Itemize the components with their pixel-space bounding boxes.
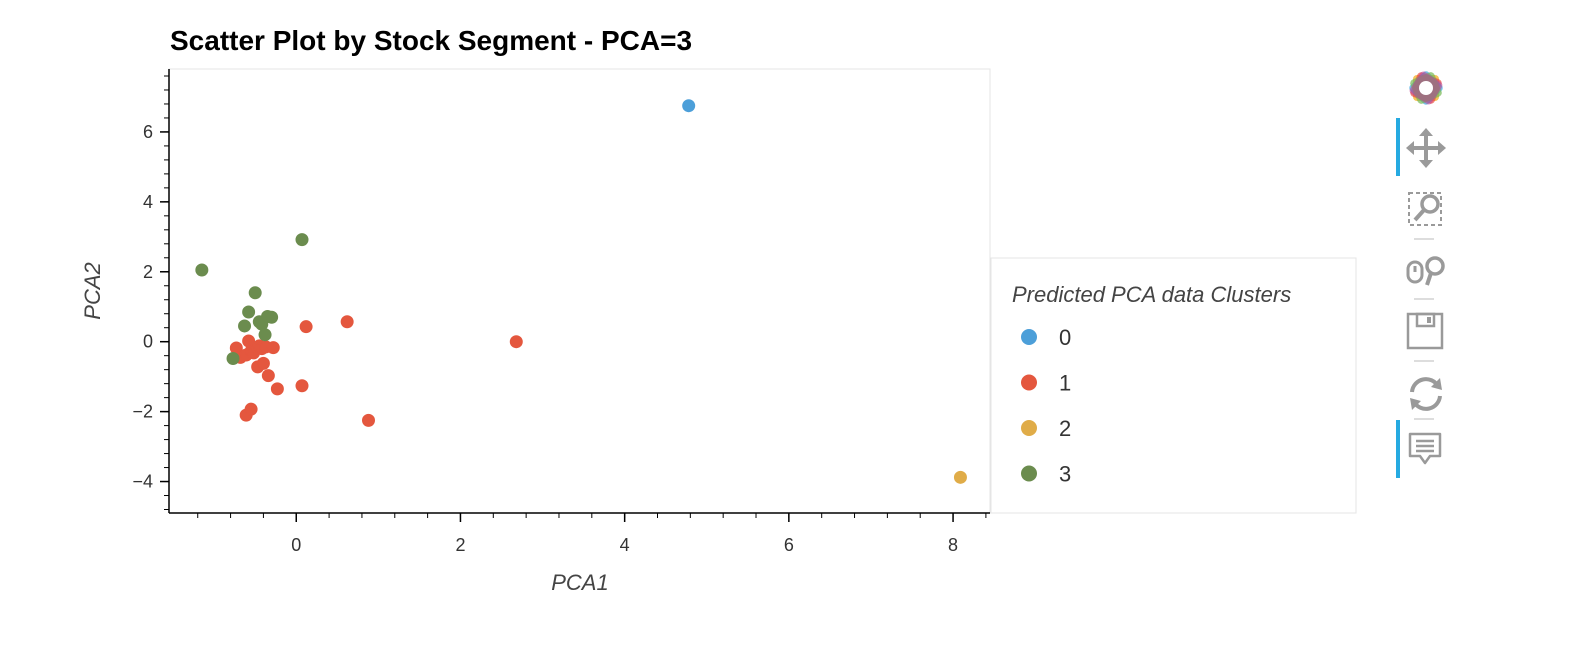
scatter-point-cluster-1[interactable]: [266, 341, 280, 355]
scatter-point-cluster-2[interactable]: [953, 470, 967, 484]
save-icon: [1406, 312, 1444, 350]
scatter-point-cluster-3[interactable]: [195, 263, 209, 277]
scatter-point-cluster-3[interactable]: [265, 310, 279, 324]
box-zoom-tool[interactable]: [1396, 180, 1456, 236]
x-tick-label: 2: [455, 535, 465, 555]
scatter-point-cluster-3[interactable]: [295, 233, 309, 247]
legend-swatch-3: [1021, 465, 1037, 482]
wheel-zoom-icon: [1406, 256, 1445, 286]
legend-box: [990, 257, 1357, 514]
x-axis-label: PCA1: [551, 570, 608, 595]
hover-icon: [1408, 432, 1442, 465]
chart-title: Scatter Plot by Stock Segment - PCA=3: [170, 25, 692, 56]
legend-label-1: 1: [1059, 371, 1071, 396]
box-zoom-icon: [1408, 192, 1442, 226]
move-icon: [1406, 128, 1446, 168]
x-tick-label: 8: [948, 535, 958, 555]
reset-tool[interactable]: [1396, 364, 1456, 420]
legend: Predicted PCA data Clusters 0 1 2 3: [990, 257, 1357, 514]
x-tick-label: 6: [784, 535, 794, 555]
y-axis-label: PCA2: [80, 262, 105, 319]
hover-tool[interactable]: [1396, 420, 1456, 478]
legend-items: 0 1 2 3: [1021, 325, 1071, 487]
legend-label-0: 0: [1059, 325, 1071, 350]
scatter-point-cluster-1[interactable]: [509, 335, 523, 349]
toolbar-separator: [1414, 360, 1434, 362]
toolbar-separator: [1414, 238, 1434, 240]
legend-label-3: 3: [1059, 462, 1071, 487]
bokeh-logo-icon[interactable]: [1404, 66, 1448, 110]
scatter-point-cluster-3[interactable]: [242, 305, 256, 319]
scatter-point-cluster-3[interactable]: [248, 286, 262, 300]
x-tick-label: 0: [291, 535, 301, 555]
scatter-point-cluster-1[interactable]: [340, 315, 354, 329]
scatter-point-cluster-3[interactable]: [258, 328, 272, 342]
scatter-point-cluster-3[interactable]: [226, 351, 240, 365]
toolbar-separator: [1414, 298, 1434, 300]
y-tick-label: 0: [143, 332, 153, 352]
scatter-point-cluster-1[interactable]: [256, 356, 270, 370]
scatter-point-cluster-1[interactable]: [270, 382, 284, 396]
data-points: [195, 99, 967, 484]
legend-swatch-1: [1021, 374, 1037, 391]
toolbar-separator: [1414, 418, 1434, 420]
legend-label-2: 2: [1059, 416, 1071, 441]
toolbar: [1396, 62, 1456, 492]
pan-tool[interactable]: [1396, 118, 1456, 176]
scatter-point-cluster-0[interactable]: [682, 99, 696, 113]
scatter-point-cluster-1[interactable]: [244, 402, 258, 416]
x-tick-label: 4: [620, 535, 630, 555]
scatter-point-cluster-1[interactable]: [295, 379, 309, 393]
legend-swatch-2: [1021, 420, 1037, 436]
scatter-point-cluster-1[interactable]: [261, 369, 275, 383]
y-tick-label: 2: [143, 262, 153, 282]
y-tick-label: 4: [143, 192, 153, 212]
axes: 0 2 4 6 8 −4 −2 0 2 4 6: [132, 69, 990, 555]
y-tick-label: −2: [132, 402, 153, 422]
legend-swatch-0: [1021, 329, 1037, 345]
scatter-point-cluster-3[interactable]: [238, 319, 252, 333]
y-tick-label: −4: [132, 472, 153, 492]
scatter-point-cluster-1[interactable]: [362, 413, 376, 427]
plot-frame: [168, 68, 991, 514]
reset-icon: [1410, 377, 1442, 411]
wheel-zoom-tool[interactable]: [1396, 242, 1456, 298]
scatter-point-cluster-1[interactable]: [299, 320, 313, 334]
y-tick-label: 6: [143, 122, 153, 142]
legend-title: Predicted PCA data Clusters: [1012, 282, 1291, 307]
save-tool[interactable]: [1396, 302, 1456, 358]
